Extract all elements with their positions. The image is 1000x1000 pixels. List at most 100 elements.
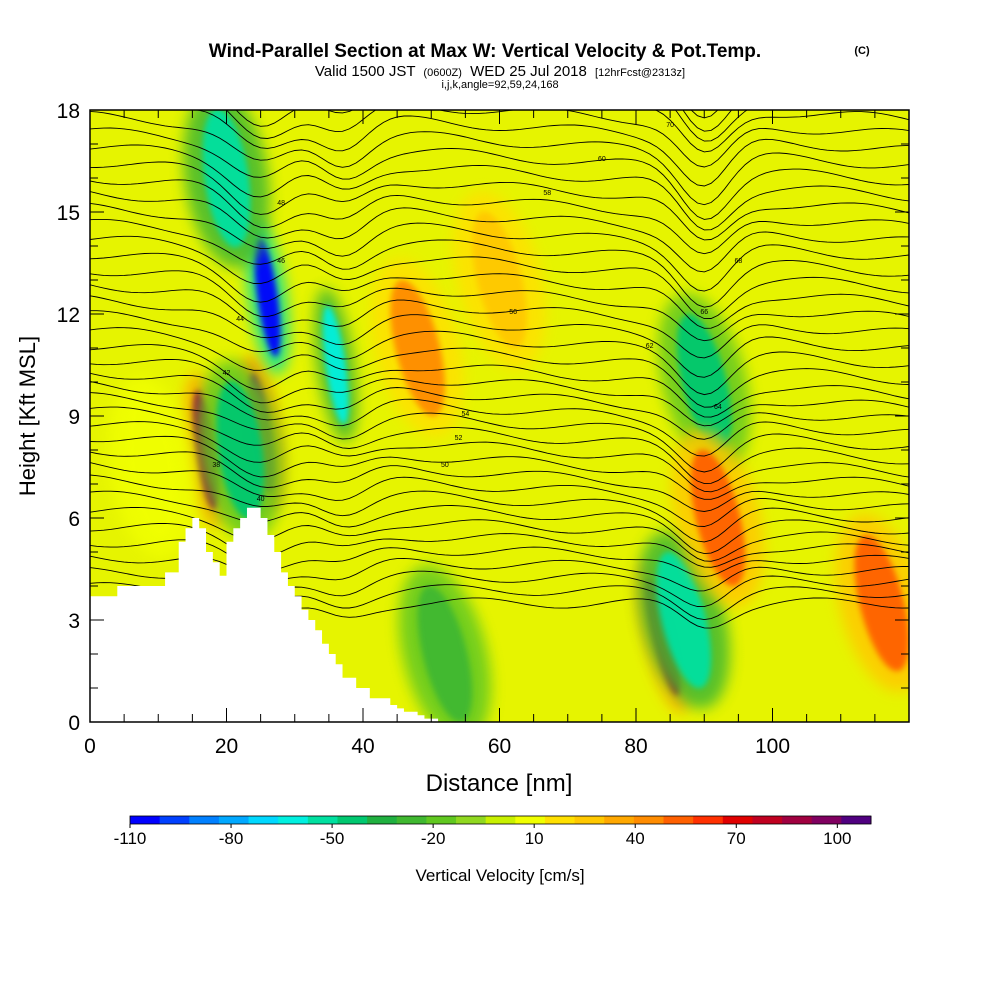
velocity-core: [417, 585, 473, 722]
colorbar-tick-label: 10: [525, 829, 544, 848]
isentrope-line: [90, 380, 909, 457]
colorbar-swatch: [248, 816, 279, 824]
copyright-mark: (C): [854, 45, 870, 57]
chart-title: Wind-Parallel Section at Max W: Vertical…: [209, 41, 761, 62]
colorbar-swatch: [574, 816, 605, 824]
colorbar-tick-label: 40: [626, 829, 645, 848]
y-tick-label: 0: [68, 712, 80, 735]
isentrope-label: 50: [441, 462, 449, 469]
colorbar-swatch: [515, 816, 546, 824]
y-tick-label: 3: [68, 610, 80, 633]
isentrope-line: [90, 474, 909, 543]
isentrope-line: [90, 127, 909, 220]
x-tick-label: 40: [351, 735, 374, 758]
x-tick-label: 100: [755, 735, 790, 758]
colorbar-swatch: [159, 816, 190, 824]
isentrope-line: [90, 202, 909, 292]
subtitle-indices: i,j,k,angle=92,59,24,168: [441, 79, 558, 91]
isentrope-line: [90, 110, 909, 206]
isentrope-line: [90, 421, 909, 493]
isentrope-label: 54: [461, 411, 469, 418]
subtitle-valid: Valid 1500 JST: [315, 63, 415, 80]
isentrope-line: [90, 435, 909, 500]
isentrope-line: [90, 310, 909, 396]
isentrope-line: [90, 235, 909, 320]
velocity-core: [656, 551, 712, 689]
colorbar-swatch: [426, 816, 457, 824]
isentrope-label: 64: [714, 404, 722, 411]
isentrope-line: [90, 506, 909, 562]
isentrope-label: 40: [257, 496, 265, 503]
isentrope-line: [90, 218, 909, 308]
colorbar-swatch: [811, 816, 842, 824]
colorbar-swatch: [337, 816, 368, 824]
subtitle-forecast: [12hrFcst@2313z]: [595, 67, 685, 79]
colorbar-tick-label: -50: [320, 829, 345, 848]
colorbar-swatch: [456, 816, 487, 824]
isentrope-line: [90, 490, 909, 555]
colorbar-swatch: [782, 816, 813, 824]
isentrope-line: [90, 406, 909, 485]
isentrope-line: [90, 191, 909, 273]
x-tick-label: 80: [624, 735, 647, 758]
isentrope-label: 58: [543, 190, 551, 197]
colorbar-swatch: [752, 816, 783, 824]
subtitle-zulu: (0600Z): [423, 67, 462, 79]
colorbar-swatch: [189, 816, 220, 824]
velocity-core: [677, 313, 732, 451]
colorbar-tick-label: -110: [114, 829, 147, 848]
isentrope-label: 52: [455, 435, 463, 442]
subtitle-date: WED 25 Jul 2018: [470, 63, 587, 80]
colorbar-swatch: [396, 816, 427, 824]
isentrope-label: 46: [277, 258, 285, 265]
colorbar-swatch: [693, 816, 724, 824]
velocity-core: [216, 380, 265, 520]
colorbar-tick-label: -20: [421, 829, 446, 848]
isentrope-line: [90, 252, 909, 329]
isentrope-label: 66: [700, 309, 708, 316]
isentrope-label: 44: [236, 316, 244, 323]
velocity-core: [390, 279, 445, 417]
colorbar-swatch: [485, 816, 516, 824]
velocity-core: [322, 305, 349, 425]
y-tick-label: 12: [57, 304, 80, 327]
colorbar-swatch: [218, 816, 250, 824]
isentrope-line: [90, 295, 909, 378]
colorbar-swatch: [841, 816, 872, 824]
plot-area: 38 40 42 44 46 48 50 52 54 56 58 60 62 64 66 68 70: [90, 110, 909, 722]
isentrope-label: 56: [509, 309, 517, 316]
colorbar-tick-label: 100: [823, 829, 851, 848]
colorbar-tick-label: -80: [219, 829, 244, 848]
isentrope-label: 60: [598, 156, 606, 163]
y-tick-label: 9: [68, 406, 80, 429]
colorbar-tick-label: 70: [727, 829, 746, 848]
isentrope-label: 38: [212, 462, 220, 469]
isentrope-label: 70: [666, 122, 674, 129]
colorbar-swatch: [544, 816, 576, 824]
isentrope-line: [90, 144, 909, 231]
colorbar-swatch: [722, 816, 753, 824]
y-tick-label: 15: [57, 202, 80, 225]
chart-subtitle: Valid 1500 JST (0600Z) WED 25 Jul 2018 […: [315, 63, 685, 80]
isentrope-line: [90, 451, 909, 512]
terrain-mask: [90, 507, 909, 722]
isentrope-label: 42: [223, 370, 231, 377]
isentrope-line: [90, 392, 909, 473]
colorbar-swatch: [278, 816, 309, 824]
colorbar-swatch: [307, 816, 338, 824]
colorbar-frame: [129, 815, 872, 825]
isentrope-label: 62: [646, 343, 654, 350]
colorbar-swatch: [604, 816, 635, 824]
x-tick-label: 20: [215, 735, 238, 758]
isentrope-line: [90, 327, 909, 408]
colorbar-swatch: [130, 816, 161, 824]
colorbar-label: Vertical Velocity [cm/s]: [415, 866, 584, 885]
x-tick-label: 60: [488, 735, 511, 758]
x-axis: 0 20 40 60 80 100: [84, 110, 876, 758]
isentrope-line: [90, 270, 909, 342]
isentrope-line: [90, 462, 909, 527]
isentrope-line: [90, 161, 909, 241]
isentrope-line: [90, 179, 909, 255]
velocity-core: [127, 397, 176, 537]
